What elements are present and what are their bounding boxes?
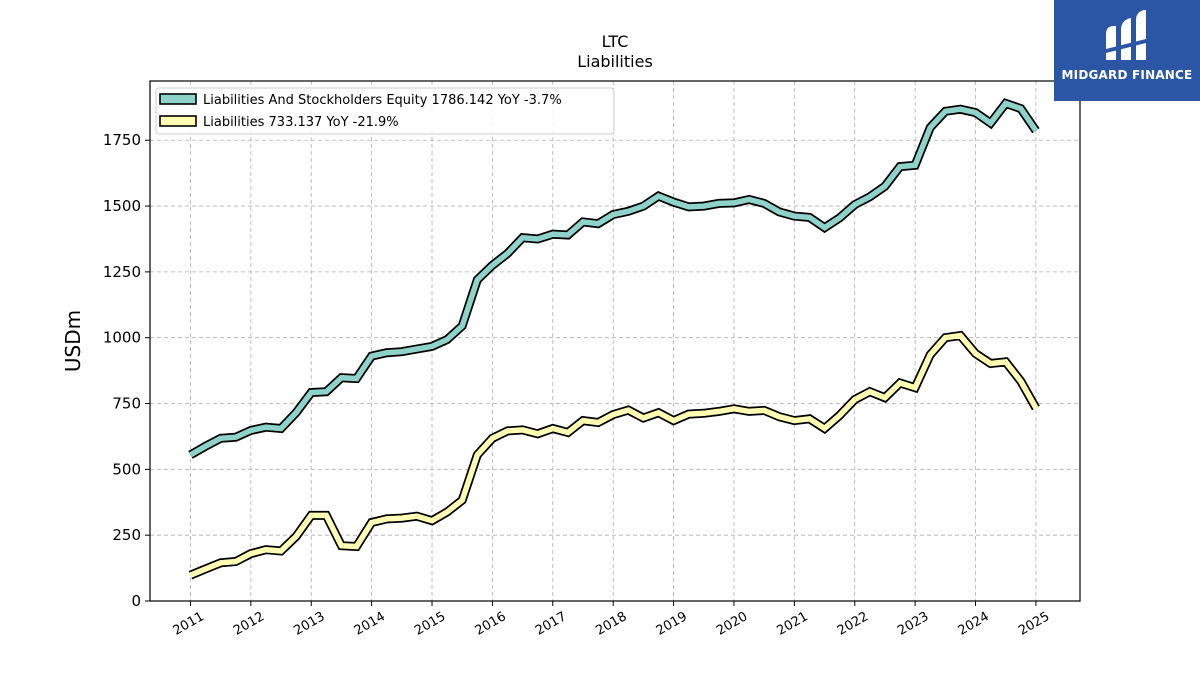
y-tick-label: 500 — [112, 460, 141, 478]
x-tick-label: 2012 — [231, 609, 267, 639]
chart-subtitle: Liabilities — [577, 52, 653, 71]
legend-box — [155, 87, 615, 135]
x-tick-label: 2023 — [895, 609, 931, 639]
x-tick-label: 2013 — [291, 609, 327, 639]
legend-label-equity: Liabilities And Stockholders Equity 1786… — [203, 93, 562, 108]
series-layer — [188, 98, 1040, 580]
y-tick-label: 1000 — [103, 329, 141, 347]
y-tick-label: 1500 — [103, 197, 141, 215]
y-tick-label: 1250 — [103, 263, 141, 281]
x-tick-label: 2016 — [473, 609, 509, 639]
brand-name: MIDGARD FINANCE — [1061, 68, 1193, 82]
x-tick-label: 2020 — [714, 609, 750, 639]
brand-logo: MIDGARD FINANCE — [1054, 0, 1200, 101]
x-tick-label: 2017 — [533, 609, 569, 639]
x-tick-label: 2011 — [171, 609, 207, 639]
x-tick-label: 2014 — [352, 609, 388, 639]
series-liabilities-line — [189, 332, 1039, 578]
y-axis: 0 250 500 750 1000 1250 1500 1750 — [103, 131, 150, 610]
y-tick-label: 750 — [112, 395, 141, 413]
legend: Liabilities And Stockholders Equity 1786… — [155, 87, 615, 135]
legend-swatch-equity — [159, 93, 197, 105]
y-tick-label: 250 — [112, 526, 141, 544]
x-tick-label: 2024 — [956, 609, 992, 639]
legend-label-liabilities: Liabilities 733.137 YoY -21.9% — [203, 115, 399, 130]
x-tick-label: 2015 — [412, 609, 448, 639]
x-tick-label: 2019 — [654, 609, 690, 639]
y-tick-label: 1750 — [103, 131, 141, 149]
y-axis-label: USDm — [61, 310, 85, 372]
x-tick-label: 2025 — [1016, 609, 1052, 639]
x-tick-label: 2021 — [775, 609, 811, 639]
series-equity-line — [189, 100, 1039, 458]
plot-frame — [149, 80, 1081, 602]
x-tick-label: 2018 — [593, 609, 629, 639]
x-axis: 2011 2012 2013 2014 2015 2016 2017 2018 2019 2020… — [171, 601, 1052, 639]
y-tick-label: 0 — [131, 592, 141, 610]
x-tick-label: 2022 — [835, 609, 871, 639]
midgard-m-logo-icon — [1102, 10, 1150, 60]
legend-swatch-liabilities — [159, 115, 197, 127]
chart-title: LTC — [602, 32, 629, 51]
